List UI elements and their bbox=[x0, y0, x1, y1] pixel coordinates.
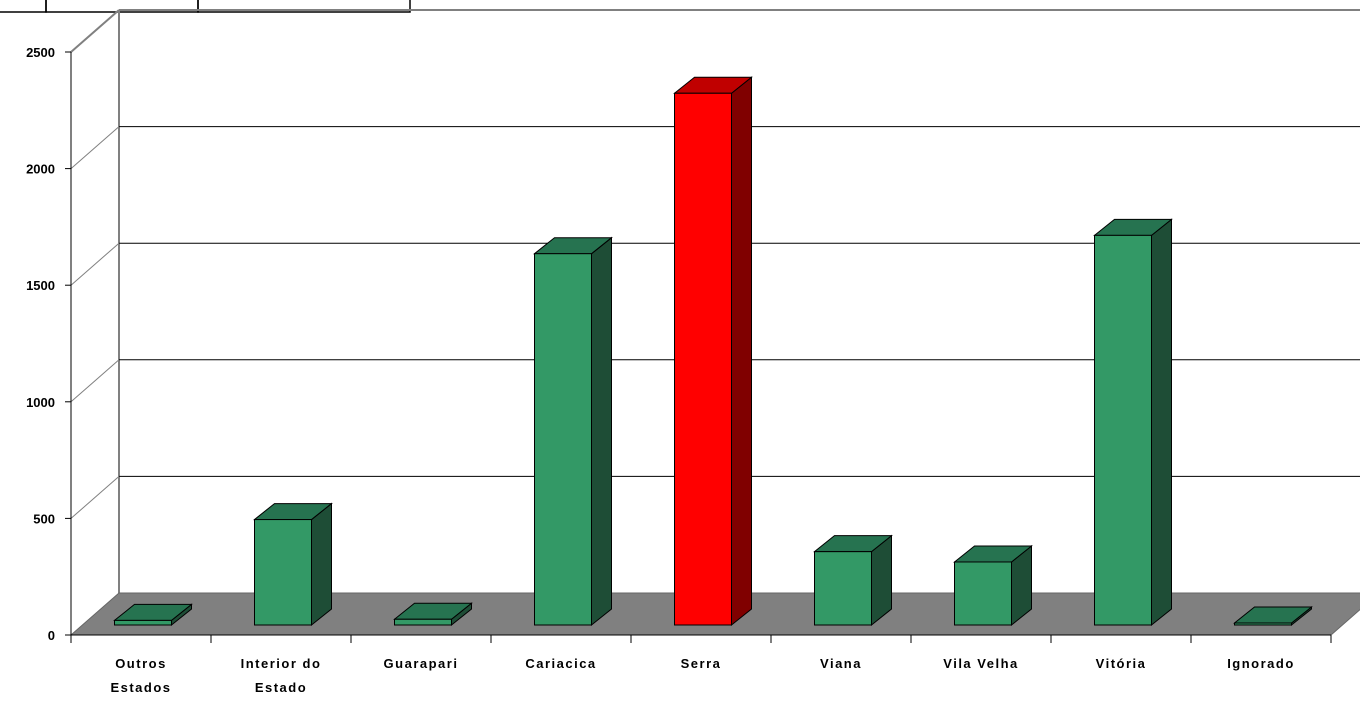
x-category-label: Vila Velha bbox=[943, 656, 1018, 671]
bar-front bbox=[954, 561, 1012, 626]
x-category-label: Estados bbox=[110, 680, 171, 695]
bar bbox=[1233, 605, 1313, 627]
y-tick-label: 2500 bbox=[26, 45, 55, 60]
bar bbox=[673, 76, 753, 627]
bar bbox=[953, 544, 1033, 627]
x-category-label: Outros bbox=[115, 656, 167, 671]
gridline-side bbox=[70, 126, 120, 169]
bar bbox=[533, 236, 613, 627]
bar bbox=[253, 502, 333, 627]
bar-front bbox=[674, 92, 732, 626]
bar-side bbox=[591, 236, 612, 627]
bar-side bbox=[731, 76, 752, 627]
x-category-label: Interior do bbox=[241, 656, 322, 671]
bar bbox=[113, 603, 193, 627]
bar bbox=[393, 602, 473, 627]
y-tick-label: 2000 bbox=[26, 162, 55, 177]
bar-front bbox=[534, 253, 592, 626]
x-category-label: Cariacica bbox=[525, 656, 596, 671]
gridline-side bbox=[70, 359, 120, 403]
bar-side bbox=[1151, 218, 1172, 627]
bar bbox=[813, 534, 893, 627]
y-tick-label: 1000 bbox=[26, 395, 55, 410]
bar-front bbox=[114, 619, 172, 626]
bar-front bbox=[1094, 234, 1152, 626]
x-category-label: Vitória bbox=[1096, 656, 1147, 671]
bar-front bbox=[394, 618, 452, 626]
bar-front bbox=[254, 519, 312, 626]
x-category-label: Serra bbox=[681, 656, 722, 671]
legend-table-remnant bbox=[0, 0, 411, 13]
x-category-label: Estado bbox=[255, 680, 307, 695]
y-tick-label: 1500 bbox=[26, 278, 55, 293]
x-category-label: Viana bbox=[820, 656, 862, 671]
wall-corner-line bbox=[70, 9, 120, 53]
x-category-label: Ignorado bbox=[1227, 656, 1295, 671]
y-tick-label: 0 bbox=[48, 628, 55, 643]
gridline-side bbox=[70, 242, 120, 286]
bar-side bbox=[311, 502, 332, 627]
bar-front bbox=[1234, 622, 1292, 626]
bar bbox=[1093, 218, 1173, 627]
bar-front bbox=[814, 551, 872, 626]
y-tick-label: 500 bbox=[33, 511, 55, 526]
x-category-label: Guarapari bbox=[384, 656, 459, 671]
gridline-side bbox=[70, 476, 120, 519]
